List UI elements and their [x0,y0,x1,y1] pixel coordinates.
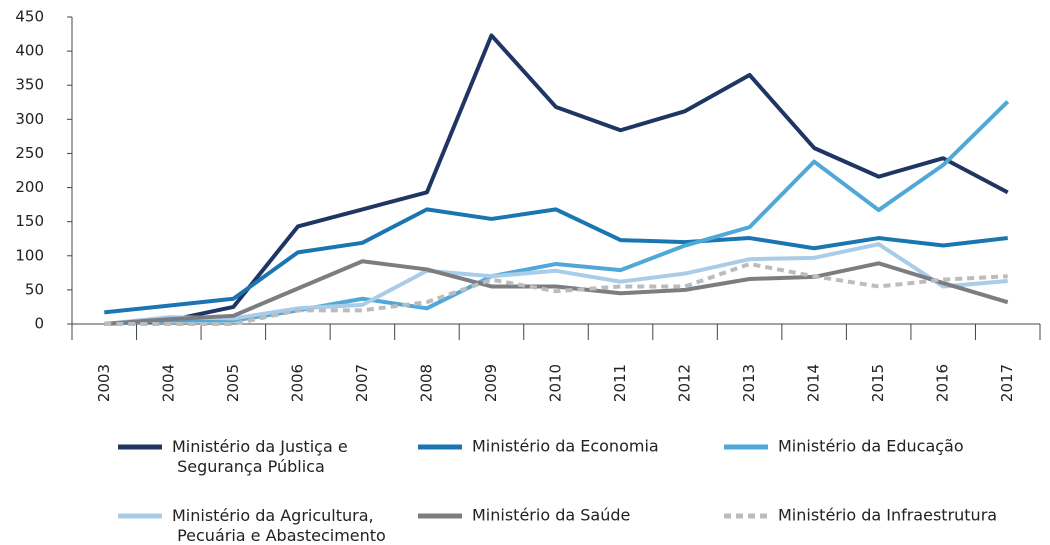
series-line [104,261,1008,326]
legend-label: Ministério da Economia [472,437,659,456]
x-tick-label: 2014 [805,364,823,402]
x-tick-label: 2005 [224,364,242,402]
x-tick-label: 2006 [288,364,306,402]
x-tick-label: 2012 [676,364,694,402]
series-line [104,100,1010,326]
x-tick-label: 2017 [998,364,1016,402]
y-tick-label: 450 [15,8,44,26]
x-tick-label: 2003 [95,364,113,402]
legend-label: Ministério da Agricultura, Pecuária e Ab… [172,506,386,545]
x-tick-label: 2007 [353,364,371,402]
series-line [104,259,1009,326]
y-tick-label: 50 [25,280,44,298]
y-tick-label: 150 [15,212,44,230]
legend-label: Ministério da Saúde [472,506,630,525]
y-tick-label: 300 [15,110,44,128]
y-tick-label: 250 [15,144,44,162]
x-tick-label: 2008 [417,364,435,402]
x-tick-label: 2011 [611,364,629,402]
y-tick-label: 400 [15,42,44,60]
series-line [104,242,1008,326]
y-tick-label: 350 [15,76,44,94]
x-tick-label: 2009 [482,364,500,402]
series-line [104,207,1008,315]
x-tick-label: 2013 [740,364,758,402]
x-tick-label: 2004 [159,364,177,402]
y-tick-label: 100 [15,246,44,264]
x-tick-label: 2016 [934,364,952,402]
legend-label: Ministério da Educação [778,437,964,456]
y-tick-label: 200 [15,178,44,196]
series-line [104,33,1009,326]
x-tick-label: 2015 [869,364,887,402]
x-tick-label: 2010 [547,364,565,402]
legend-label: Ministério da Infraestrutura [778,506,997,525]
y-tick-label: 0 [34,315,44,333]
legend-label: Ministério da Justiça e Segurança Públic… [172,437,348,476]
